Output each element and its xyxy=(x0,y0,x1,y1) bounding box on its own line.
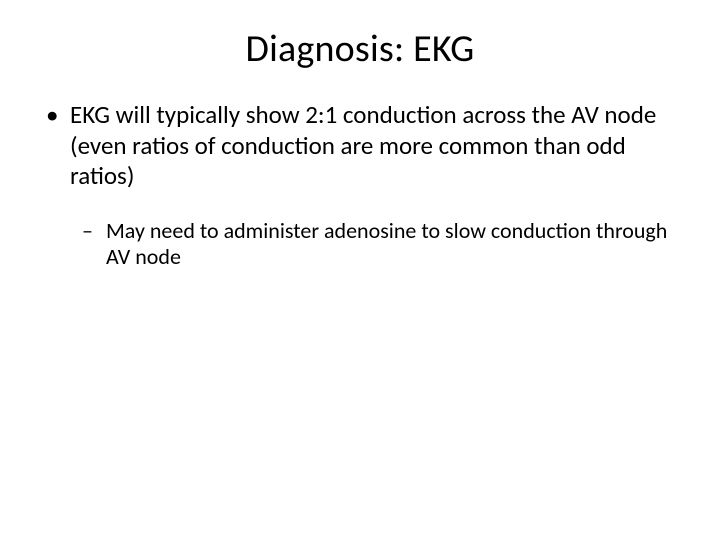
list-item: EKG will typically show 2:1 conduction a… xyxy=(42,100,678,192)
slide: Diagnosis: EKG EKG will typically show 2… xyxy=(0,0,720,540)
slide-body: EKG will typically show 2:1 conduction a… xyxy=(0,92,720,271)
slide-title: Diagnosis: EKG xyxy=(0,0,720,92)
list-item: May need to administer adenosine to slow… xyxy=(42,218,678,272)
bullet-list-level1: EKG will typically show 2:1 conduction a… xyxy=(42,100,678,192)
bullet-list-level2: May need to administer adenosine to slow… xyxy=(42,218,678,272)
